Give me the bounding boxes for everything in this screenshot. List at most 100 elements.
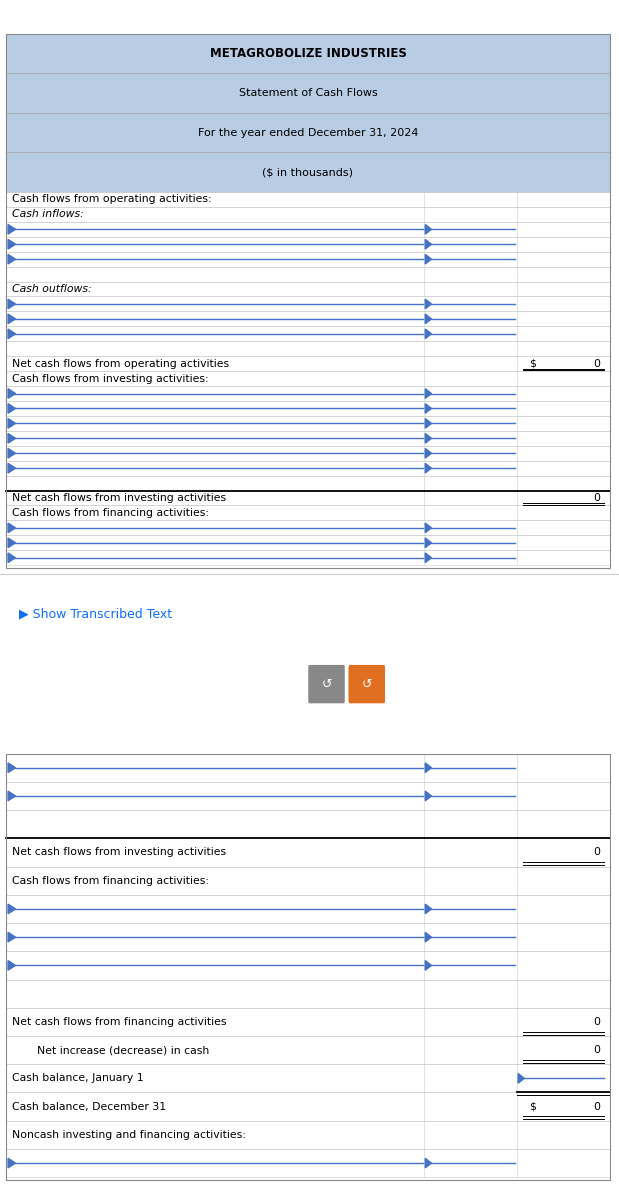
FancyBboxPatch shape: [348, 665, 385, 703]
Polygon shape: [8, 449, 15, 458]
Text: ($ in thousands): ($ in thousands): [262, 167, 353, 178]
Polygon shape: [425, 224, 431, 234]
FancyBboxPatch shape: [6, 356, 610, 371]
FancyBboxPatch shape: [6, 73, 610, 113]
Polygon shape: [8, 791, 15, 800]
Polygon shape: [8, 763, 15, 773]
Text: 0: 0: [594, 847, 600, 858]
Polygon shape: [518, 1074, 524, 1084]
FancyBboxPatch shape: [6, 152, 610, 192]
Text: For the year ended December 31, 2024: For the year ended December 31, 2024: [197, 127, 418, 138]
FancyBboxPatch shape: [6, 431, 610, 445]
Polygon shape: [425, 254, 431, 264]
Polygon shape: [425, 389, 431, 398]
Polygon shape: [425, 463, 431, 473]
Polygon shape: [8, 389, 15, 398]
Polygon shape: [425, 449, 431, 458]
FancyBboxPatch shape: [6, 491, 610, 505]
FancyBboxPatch shape: [6, 505, 610, 521]
Polygon shape: [425, 791, 431, 800]
Polygon shape: [8, 463, 15, 473]
Text: Cash flows from financing activities:: Cash flows from financing activities:: [12, 508, 209, 518]
Text: 0: 0: [594, 493, 600, 503]
Polygon shape: [425, 763, 431, 773]
Polygon shape: [425, 419, 431, 428]
Text: 0: 0: [594, 1016, 600, 1027]
Polygon shape: [425, 1158, 431, 1168]
Text: Net cash flows from investing activities: Net cash flows from investing activities: [12, 847, 227, 858]
Polygon shape: [8, 403, 15, 413]
Text: Net cash flows from investing activities: Net cash flows from investing activities: [12, 493, 227, 503]
FancyBboxPatch shape: [6, 386, 610, 401]
Polygon shape: [425, 403, 431, 413]
Polygon shape: [8, 314, 15, 324]
Text: Noncash investing and financing activities:: Noncash investing and financing activiti…: [12, 1130, 246, 1140]
FancyBboxPatch shape: [6, 782, 610, 810]
FancyBboxPatch shape: [6, 1064, 610, 1092]
Text: Cash flows from operating activities:: Cash flows from operating activities:: [12, 194, 212, 204]
Polygon shape: [425, 299, 431, 308]
FancyBboxPatch shape: [6, 810, 610, 839]
FancyBboxPatch shape: [6, 192, 610, 206]
FancyBboxPatch shape: [6, 754, 610, 782]
Polygon shape: [8, 419, 15, 428]
Text: $: $: [529, 359, 536, 368]
FancyBboxPatch shape: [6, 206, 610, 222]
Text: 0: 0: [594, 1102, 600, 1111]
Text: $: $: [529, 1102, 536, 1111]
Polygon shape: [425, 329, 431, 338]
Polygon shape: [8, 538, 15, 547]
Text: Net cash flows from operating activities: Net cash flows from operating activities: [12, 359, 230, 368]
Text: 0: 0: [594, 359, 600, 368]
Polygon shape: [425, 553, 431, 563]
FancyBboxPatch shape: [6, 113, 610, 152]
Text: Cash inflows:: Cash inflows:: [12, 209, 84, 220]
FancyBboxPatch shape: [6, 222, 610, 236]
FancyBboxPatch shape: [308, 665, 345, 703]
Text: Net increase (decrease) in cash: Net increase (decrease) in cash: [37, 1045, 209, 1055]
FancyBboxPatch shape: [6, 282, 610, 296]
FancyBboxPatch shape: [6, 1008, 610, 1036]
Polygon shape: [8, 224, 15, 234]
FancyBboxPatch shape: [6, 521, 610, 535]
FancyBboxPatch shape: [6, 236, 610, 252]
Polygon shape: [425, 314, 431, 324]
FancyBboxPatch shape: [6, 461, 610, 475]
Text: Cash balance, January 1: Cash balance, January 1: [12, 1073, 144, 1084]
Text: ▶ Show Transcribed Text: ▶ Show Transcribed Text: [19, 607, 171, 620]
FancyBboxPatch shape: [6, 839, 610, 866]
Polygon shape: [8, 904, 15, 913]
Polygon shape: [425, 904, 431, 913]
FancyBboxPatch shape: [6, 445, 610, 461]
FancyBboxPatch shape: [6, 1092, 610, 1121]
FancyBboxPatch shape: [6, 475, 610, 491]
Text: Cash flows from investing activities:: Cash flows from investing activities:: [12, 373, 209, 384]
Text: Statement of Cash Flows: Statement of Cash Flows: [238, 88, 378, 98]
Polygon shape: [8, 961, 15, 971]
FancyBboxPatch shape: [6, 866, 610, 895]
Polygon shape: [8, 1158, 15, 1168]
Polygon shape: [425, 538, 431, 547]
Text: Cash flows from financing activities:: Cash flows from financing activities:: [12, 876, 209, 886]
Text: METAGROBOLIZE INDUSTRIES: METAGROBOLIZE INDUSTRIES: [209, 47, 407, 60]
FancyBboxPatch shape: [6, 312, 610, 326]
FancyBboxPatch shape: [6, 266, 610, 282]
FancyBboxPatch shape: [6, 979, 610, 1008]
FancyBboxPatch shape: [6, 895, 610, 923]
Polygon shape: [425, 240, 431, 250]
FancyBboxPatch shape: [6, 1121, 610, 1148]
Polygon shape: [8, 299, 15, 308]
FancyBboxPatch shape: [6, 952, 610, 979]
FancyBboxPatch shape: [6, 923, 610, 952]
Text: Cash outflows:: Cash outflows:: [12, 284, 92, 294]
FancyBboxPatch shape: [6, 535, 610, 551]
Text: ↺: ↺: [321, 678, 332, 691]
Polygon shape: [8, 240, 15, 250]
FancyBboxPatch shape: [6, 1036, 610, 1064]
Polygon shape: [8, 553, 15, 563]
Polygon shape: [425, 523, 431, 533]
FancyBboxPatch shape: [6, 1148, 610, 1177]
FancyBboxPatch shape: [6, 551, 610, 565]
FancyBboxPatch shape: [6, 401, 610, 416]
Polygon shape: [425, 961, 431, 971]
